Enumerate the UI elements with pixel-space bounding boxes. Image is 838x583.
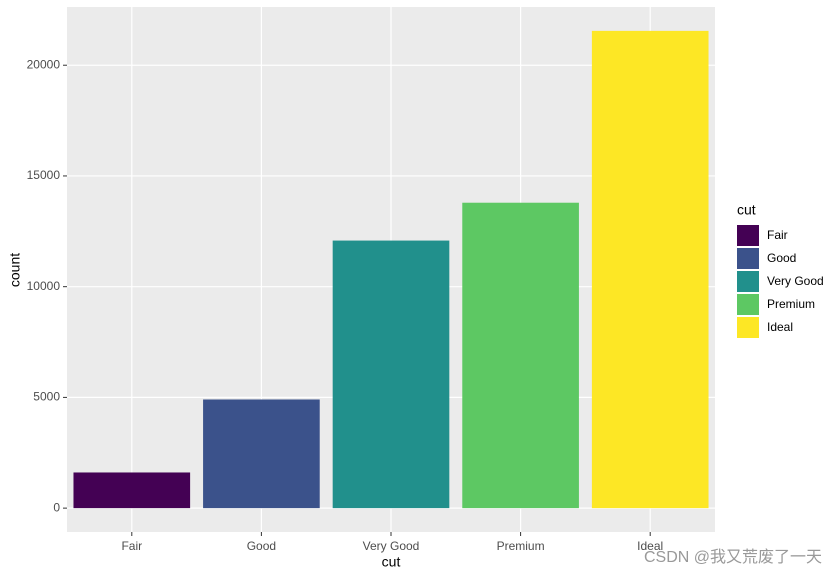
legend-label: Very Good: [767, 274, 824, 288]
x-tick-label: Good: [247, 539, 276, 553]
x-axis-title: cut: [382, 554, 401, 570]
bar: [591, 30, 709, 509]
legend-label: Ideal: [767, 320, 793, 334]
legend-title: cut: [737, 202, 756, 218]
bar: [203, 399, 320, 509]
watermark: CSDN @我又荒废了一天: [644, 548, 822, 566]
legend-label: Premium: [767, 297, 815, 311]
x-tick-label: Ideal: [637, 539, 663, 553]
x-tick-label: Premium: [497, 539, 545, 553]
y-tick-label: 0: [53, 500, 60, 514]
legend-key: [737, 271, 759, 292]
y-tick-label: 10000: [27, 279, 61, 293]
legend-key: [737, 225, 759, 246]
bar: [462, 202, 579, 509]
x-tick-label: Fair: [121, 539, 142, 553]
legend-label: Good: [767, 251, 796, 265]
legend-label: Fair: [767, 228, 788, 242]
legend-key: [737, 317, 759, 338]
y-axis-title: count: [7, 253, 23, 287]
y-tick-label: 5000: [33, 390, 60, 404]
legend-key: [737, 294, 759, 315]
y-tick-label: 15000: [27, 168, 61, 182]
bar: [73, 472, 191, 509]
legend-key: [737, 248, 759, 269]
y-tick-label: 20000: [27, 57, 61, 71]
bar: [332, 240, 450, 509]
x-tick-label: Very Good: [363, 539, 420, 553]
